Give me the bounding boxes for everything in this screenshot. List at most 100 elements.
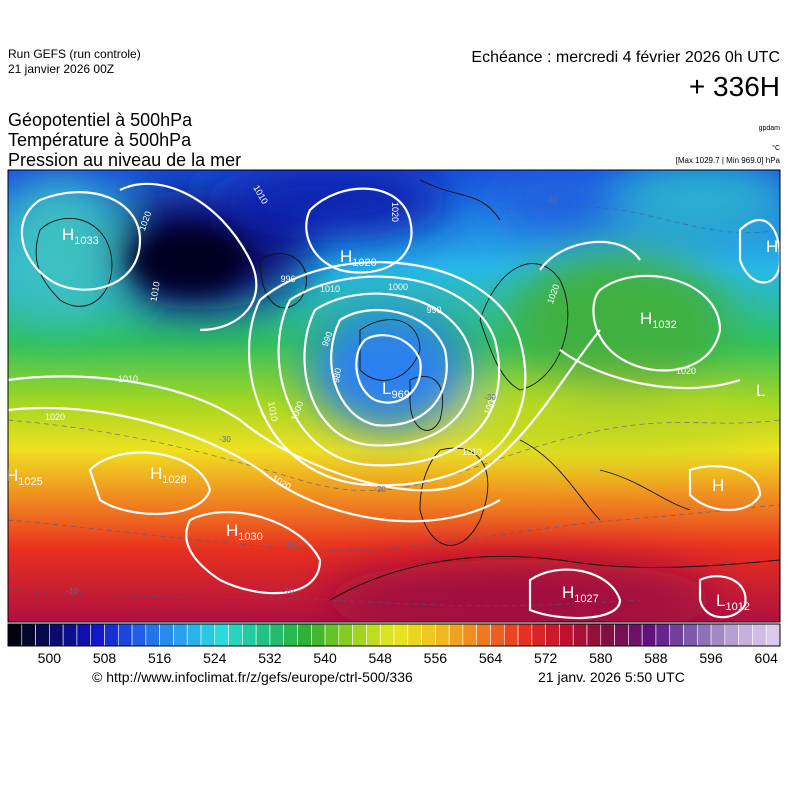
colorbar-frame bbox=[7, 623, 781, 647]
isotherm-label: -20 bbox=[284, 541, 296, 550]
colorbar-swatch bbox=[421, 623, 436, 647]
isobar-label: 1010 bbox=[320, 284, 340, 294]
colorbar-swatch bbox=[586, 623, 602, 647]
colorbar-tick-label: 508 bbox=[93, 650, 117, 666]
center-value: 1033 bbox=[74, 235, 98, 247]
colorbar-swatch bbox=[628, 623, 643, 647]
colorbar-tick-label: 516 bbox=[148, 650, 172, 666]
colorbar-swatch bbox=[76, 623, 92, 647]
colorbar-swatch bbox=[600, 623, 615, 647]
colorbar-swatch bbox=[159, 623, 174, 647]
center-letter: L bbox=[756, 381, 765, 400]
pressure-center: H bbox=[766, 237, 778, 256]
isobar-label: 1010 bbox=[266, 401, 279, 422]
isobars bbox=[8, 182, 780, 620]
colorbar-tick-label: 572 bbox=[534, 650, 558, 666]
footer-time: 21 janv. 2026 5:50 UTC bbox=[538, 669, 685, 685]
isotherm-label: -10 bbox=[66, 587, 78, 596]
colorbar-swatch bbox=[393, 623, 409, 647]
colorbar-swatch bbox=[145, 623, 160, 647]
colorbar-swatch bbox=[724, 623, 739, 647]
colorbar-swatch bbox=[696, 623, 712, 647]
isotherm-label: -30 bbox=[484, 393, 496, 402]
colorbar-tick-label: 532 bbox=[258, 650, 282, 666]
colorbar-swatch bbox=[117, 623, 133, 647]
isobar-label: 1020 bbox=[45, 412, 65, 422]
colorbar-swatch bbox=[297, 623, 312, 647]
colorbar-tick-label: 604 bbox=[755, 650, 779, 666]
run-date: 21 janvier 2026 00Z bbox=[8, 62, 114, 76]
colorbar-swatch bbox=[435, 623, 450, 647]
isotherm-label: -20 bbox=[374, 485, 386, 494]
isobar-label: 990 bbox=[426, 305, 441, 315]
title-geopotential: Géopotentiel à 500hPa bbox=[8, 110, 193, 130]
colorbar-swatch bbox=[545, 623, 560, 647]
colorbar-swatch bbox=[242, 623, 257, 647]
colorbar-tick-label: 548 bbox=[369, 650, 393, 666]
center-value: 1025 bbox=[18, 476, 42, 488]
colorbar-swatch bbox=[379, 623, 395, 647]
colorbar-tick-label: 596 bbox=[699, 650, 723, 666]
isobar-label: 980 bbox=[331, 367, 343, 384]
colorbar-swatch bbox=[476, 623, 491, 647]
isobar-label: 1010 bbox=[118, 374, 138, 384]
isotherm-label: -40 bbox=[546, 196, 558, 205]
footer-url: © http://www.infoclimat.fr/z/gefs/europe… bbox=[92, 669, 413, 685]
colorbar-swatch bbox=[559, 623, 574, 647]
pressure-center: H1032 bbox=[640, 309, 677, 331]
isobar-label: 996 bbox=[280, 274, 295, 284]
colorbar-swatch bbox=[310, 623, 326, 647]
colorbar-swatch bbox=[324, 623, 340, 647]
colorbar-swatch bbox=[21, 623, 36, 647]
colorbar: 500 508 516 524 532 540 548 556 564 572 580 588 596 6… bbox=[7, 623, 781, 666]
center-value: 1020 bbox=[352, 257, 376, 269]
colorbar-swatch bbox=[738, 623, 753, 647]
run-label: Run GEFS (run controle) bbox=[8, 47, 141, 61]
colorbar-swatch bbox=[352, 623, 367, 647]
pressure-center: H1033 bbox=[62, 225, 99, 247]
isotherms bbox=[8, 199, 780, 607]
colorbar-swatch bbox=[448, 623, 464, 647]
colorbar-swatch bbox=[503, 623, 519, 647]
center-letter: H bbox=[712, 476, 724, 495]
colorbar-swatch bbox=[338, 623, 353, 647]
unit-geopotential: gpdam bbox=[759, 125, 781, 132]
field-shading bbox=[8, 170, 780, 622]
center-letter: H bbox=[62, 225, 74, 244]
isotherm-label: -30 bbox=[219, 435, 231, 444]
colorbar-tick-label: 588 bbox=[644, 650, 668, 666]
pressure-center: H bbox=[712, 476, 724, 495]
isotherm-labels: -40 -30 -20 -10 -10 -20 -30 bbox=[66, 196, 558, 596]
unit-pressure: [Max 1029.7 | Min 969.0] hPa bbox=[676, 156, 781, 165]
pressure-center: H1028 bbox=[150, 464, 187, 486]
colorbar-swatch bbox=[214, 623, 229, 647]
colorbar-swatch bbox=[90, 623, 105, 647]
title-pressure: Pression au niveau de la mer bbox=[8, 150, 241, 170]
title-temperature: Température à 500hPa bbox=[8, 130, 192, 150]
colorbar-swatch bbox=[255, 623, 271, 647]
pressure-center: L bbox=[756, 381, 765, 400]
colorbar-swatch bbox=[131, 623, 147, 647]
isobar-label: 1010 bbox=[462, 447, 482, 457]
colorbar-swatch bbox=[490, 623, 505, 647]
colorbar-swatch bbox=[572, 623, 588, 647]
colorbar-swatch bbox=[186, 623, 202, 647]
colorbar-swatch bbox=[49, 623, 64, 647]
center-value: 1028 bbox=[162, 474, 186, 486]
isobar-label: 1020 bbox=[676, 366, 696, 376]
colorbar-swatch bbox=[669, 623, 684, 647]
map-frame bbox=[7, 169, 781, 623]
colorbar-swatch bbox=[104, 623, 119, 647]
pressure-center: H1030 bbox=[226, 521, 263, 543]
center-value: 1012 bbox=[725, 601, 749, 613]
pressure-center: H1020 bbox=[340, 247, 377, 269]
colorbar-swatch bbox=[283, 623, 298, 647]
pressure-center: L1012 bbox=[716, 591, 750, 613]
cold-core bbox=[130, 225, 250, 295]
colorbar-swatch bbox=[200, 623, 216, 647]
center-letter: H bbox=[640, 309, 652, 328]
colorbar-swatch bbox=[710, 623, 726, 647]
